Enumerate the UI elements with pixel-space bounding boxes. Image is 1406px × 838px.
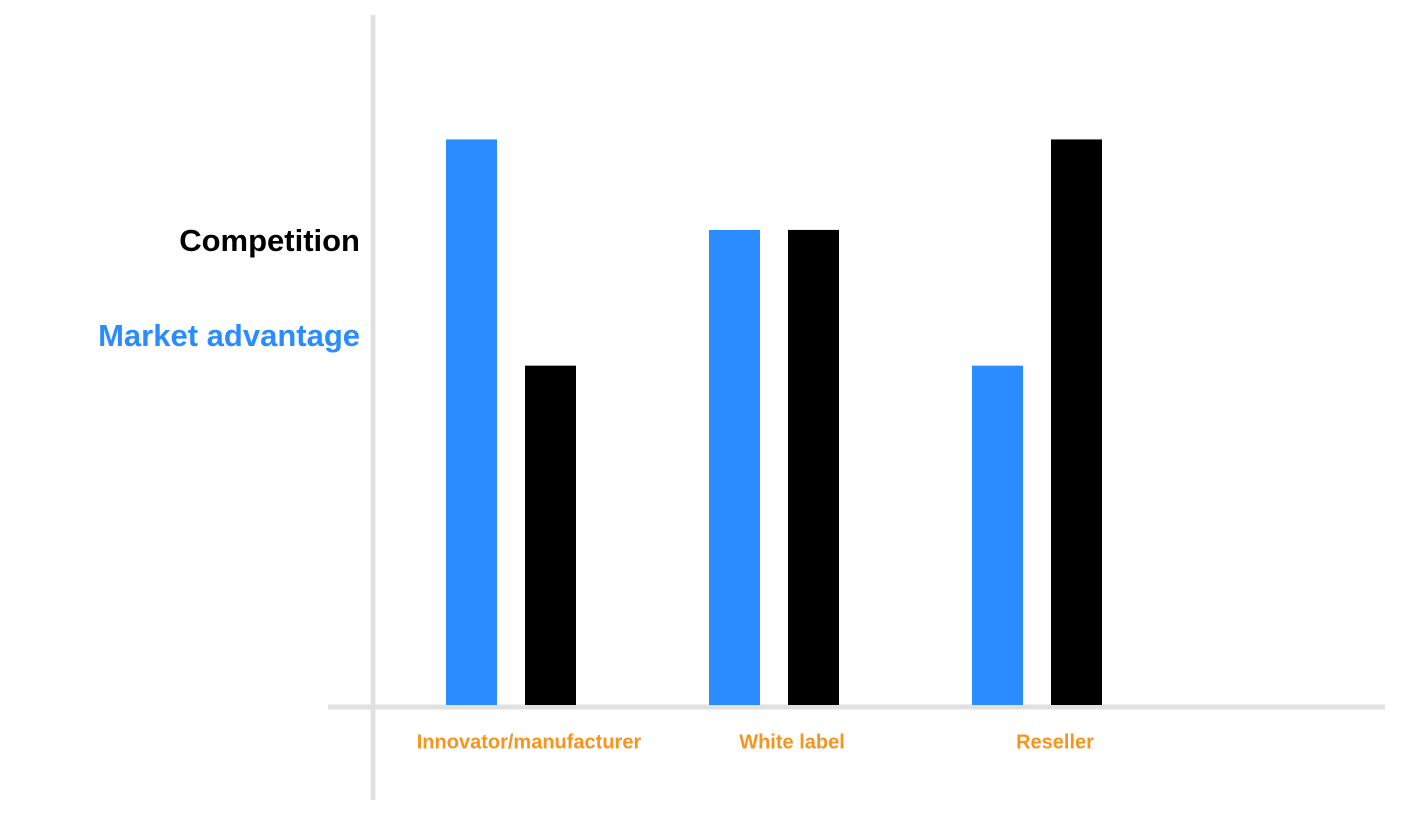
x-tick-label: Innovator/manufacturer xyxy=(417,731,642,753)
bar xyxy=(525,365,576,705)
legend-label: Market advantage xyxy=(98,318,360,353)
legend-label: Competition xyxy=(179,223,360,258)
bar xyxy=(709,229,760,705)
bar xyxy=(972,365,1023,705)
bar xyxy=(788,229,839,705)
bar xyxy=(1051,139,1102,706)
bar xyxy=(446,139,497,706)
x-tick-label: White label xyxy=(739,731,845,753)
x-tick-label: Reseller xyxy=(1016,731,1094,753)
